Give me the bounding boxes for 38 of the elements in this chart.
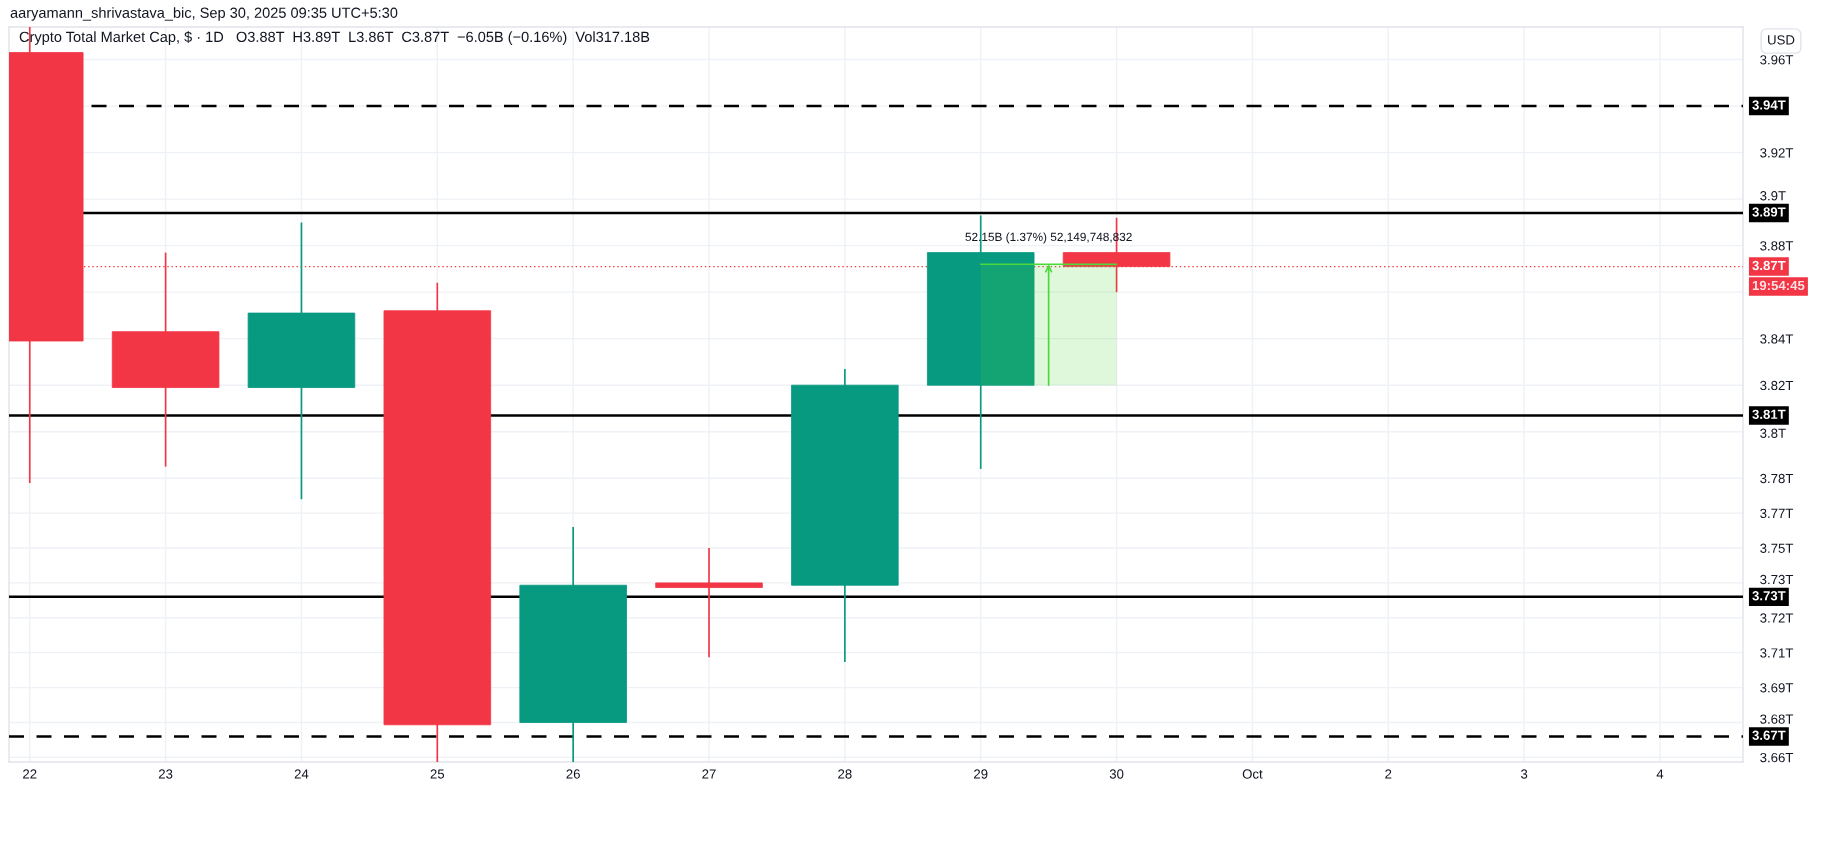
y-tick-label: 3.78T: [1760, 473, 1794, 484]
ref-line-label: 3.94T: [1752, 100, 1786, 110]
ref-line-label: 3.81T: [1752, 409, 1786, 419]
x-tick-label: 26: [566, 769, 580, 779]
y-tick-label: 3.77T: [1760, 508, 1794, 519]
y-tick-label: 3.68T: [1760, 714, 1794, 724]
ref-line-label: 3.87T: [1752, 260, 1786, 271]
x-tick-label: Oct: [1242, 769, 1263, 779]
x-tick-label: 25: [430, 769, 445, 779]
candlestick: [655, 547, 763, 659]
chart-title: aaryamann_shrivastava_bic, Sep 30, 2025 09:35 UTC+5:30: [10, 7, 398, 21]
x-tick-label: 27: [702, 769, 716, 779]
y-tick-label: 3.75T: [1760, 543, 1794, 553]
y-tick-label: 3.72T: [1760, 613, 1794, 623]
ref-line-label: 3.67T: [1752, 730, 1786, 740]
y-tick-label: 3.71T: [1760, 648, 1794, 658]
y-tick-label: 3.92T: [1760, 148, 1794, 158]
y-tick-label: 3.69T: [1760, 683, 1794, 693]
y-tick-label: 3.8T: [1760, 428, 1786, 438]
y-tick-label: 3.84T: [1760, 334, 1794, 344]
y-tick-label: 3.96T: [1760, 55, 1794, 65]
text: USD: [1768, 35, 1795, 45]
y-tick-label: 3.82T: [1760, 380, 1794, 391]
y-tick-label: 3.88T: [1760, 241, 1794, 251]
x-tick-label: 28: [838, 769, 852, 779]
x-tick-label: 24: [294, 769, 309, 779]
x-tick-label: 4: [1656, 769, 1664, 779]
text: 19:54:45: [1752, 280, 1805, 291]
x-tick-label: 2: [1385, 769, 1392, 779]
x-tick-label: 23: [158, 769, 173, 779]
ref-line-label: 3.89T: [1752, 207, 1786, 217]
y-tick-label: 3.9T: [1760, 191, 1786, 201]
x-tick-label: 22: [23, 769, 37, 779]
x-tick-label: 3: [1520, 769, 1528, 779]
x-tick-label: 30: [1109, 769, 1124, 779]
x-tick-label: 29: [974, 769, 988, 779]
y-tick-label: 3.66T: [1760, 752, 1794, 763]
y-tick-label: 3.73T: [1760, 574, 1794, 585]
